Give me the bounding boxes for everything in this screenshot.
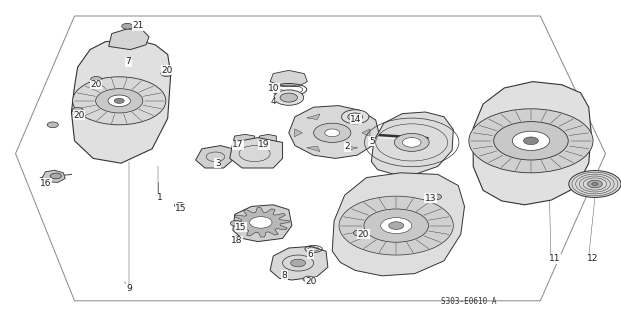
Circle shape: [72, 108, 83, 113]
Text: 12: 12: [587, 254, 598, 263]
Circle shape: [47, 122, 58, 128]
Circle shape: [569, 171, 621, 197]
Polygon shape: [294, 129, 302, 137]
Text: 20: 20: [306, 277, 317, 286]
Circle shape: [274, 90, 304, 105]
Circle shape: [430, 194, 442, 200]
Circle shape: [512, 131, 550, 150]
Text: 16: 16: [40, 179, 52, 188]
Circle shape: [291, 259, 306, 267]
Text: S303-E0610 A: S303-E0610 A: [441, 297, 497, 306]
Circle shape: [348, 113, 363, 121]
Circle shape: [175, 203, 186, 208]
Text: 20: 20: [73, 111, 84, 120]
Polygon shape: [371, 112, 453, 174]
Polygon shape: [270, 70, 307, 86]
Text: 14: 14: [350, 115, 361, 124]
Text: 7: 7: [125, 57, 131, 66]
Circle shape: [494, 122, 568, 160]
Circle shape: [230, 220, 242, 226]
Text: 20: 20: [358, 230, 369, 239]
Polygon shape: [196, 146, 233, 168]
Text: 5: 5: [369, 137, 374, 146]
Circle shape: [303, 276, 314, 282]
Circle shape: [96, 89, 143, 113]
Polygon shape: [332, 173, 465, 276]
Text: 15: 15: [235, 223, 247, 232]
Text: 1: 1: [157, 193, 163, 202]
Circle shape: [314, 123, 351, 142]
Text: 15: 15: [175, 204, 187, 212]
Text: 9: 9: [126, 284, 132, 293]
Text: 9: 9: [126, 284, 132, 293]
Polygon shape: [289, 106, 379, 158]
Text: 13: 13: [425, 194, 437, 203]
Circle shape: [325, 129, 340, 137]
Text: 21: 21: [132, 21, 143, 30]
Polygon shape: [109, 29, 149, 50]
Text: 19: 19: [258, 140, 270, 149]
Polygon shape: [345, 114, 358, 119]
Circle shape: [161, 71, 172, 76]
Polygon shape: [233, 134, 255, 146]
Polygon shape: [230, 138, 283, 168]
Circle shape: [592, 182, 598, 186]
Circle shape: [342, 110, 369, 124]
Polygon shape: [307, 146, 320, 152]
Circle shape: [381, 218, 412, 234]
Text: 17: 17: [232, 140, 244, 149]
Text: 8: 8: [281, 271, 287, 280]
Polygon shape: [345, 146, 358, 152]
Polygon shape: [362, 129, 370, 137]
Text: 20: 20: [90, 80, 101, 89]
Polygon shape: [42, 170, 65, 182]
Circle shape: [114, 98, 124, 103]
Circle shape: [353, 230, 365, 236]
Polygon shape: [307, 114, 320, 119]
Circle shape: [73, 77, 166, 125]
Circle shape: [524, 137, 538, 145]
Text: 6: 6: [307, 250, 313, 259]
Polygon shape: [258, 134, 276, 146]
Circle shape: [394, 133, 429, 151]
Text: 2: 2: [345, 142, 350, 151]
Circle shape: [364, 209, 428, 242]
Polygon shape: [233, 205, 292, 242]
Text: 20: 20: [161, 66, 173, 75]
Text: 10: 10: [268, 84, 280, 92]
Text: 4: 4: [270, 97, 276, 106]
Text: 3: 3: [215, 159, 220, 168]
Polygon shape: [232, 208, 289, 237]
Circle shape: [50, 173, 61, 179]
Circle shape: [250, 217, 272, 228]
Circle shape: [389, 222, 404, 229]
Polygon shape: [473, 82, 591, 205]
Circle shape: [402, 138, 421, 147]
Circle shape: [280, 93, 297, 102]
Circle shape: [122, 23, 133, 29]
Circle shape: [587, 180, 602, 188]
Circle shape: [469, 109, 593, 173]
Circle shape: [108, 95, 130, 107]
Circle shape: [339, 196, 453, 255]
Circle shape: [91, 76, 102, 82]
Polygon shape: [71, 40, 171, 163]
Text: 11: 11: [549, 254, 561, 263]
Polygon shape: [270, 246, 328, 280]
Text: 18: 18: [231, 236, 243, 245]
